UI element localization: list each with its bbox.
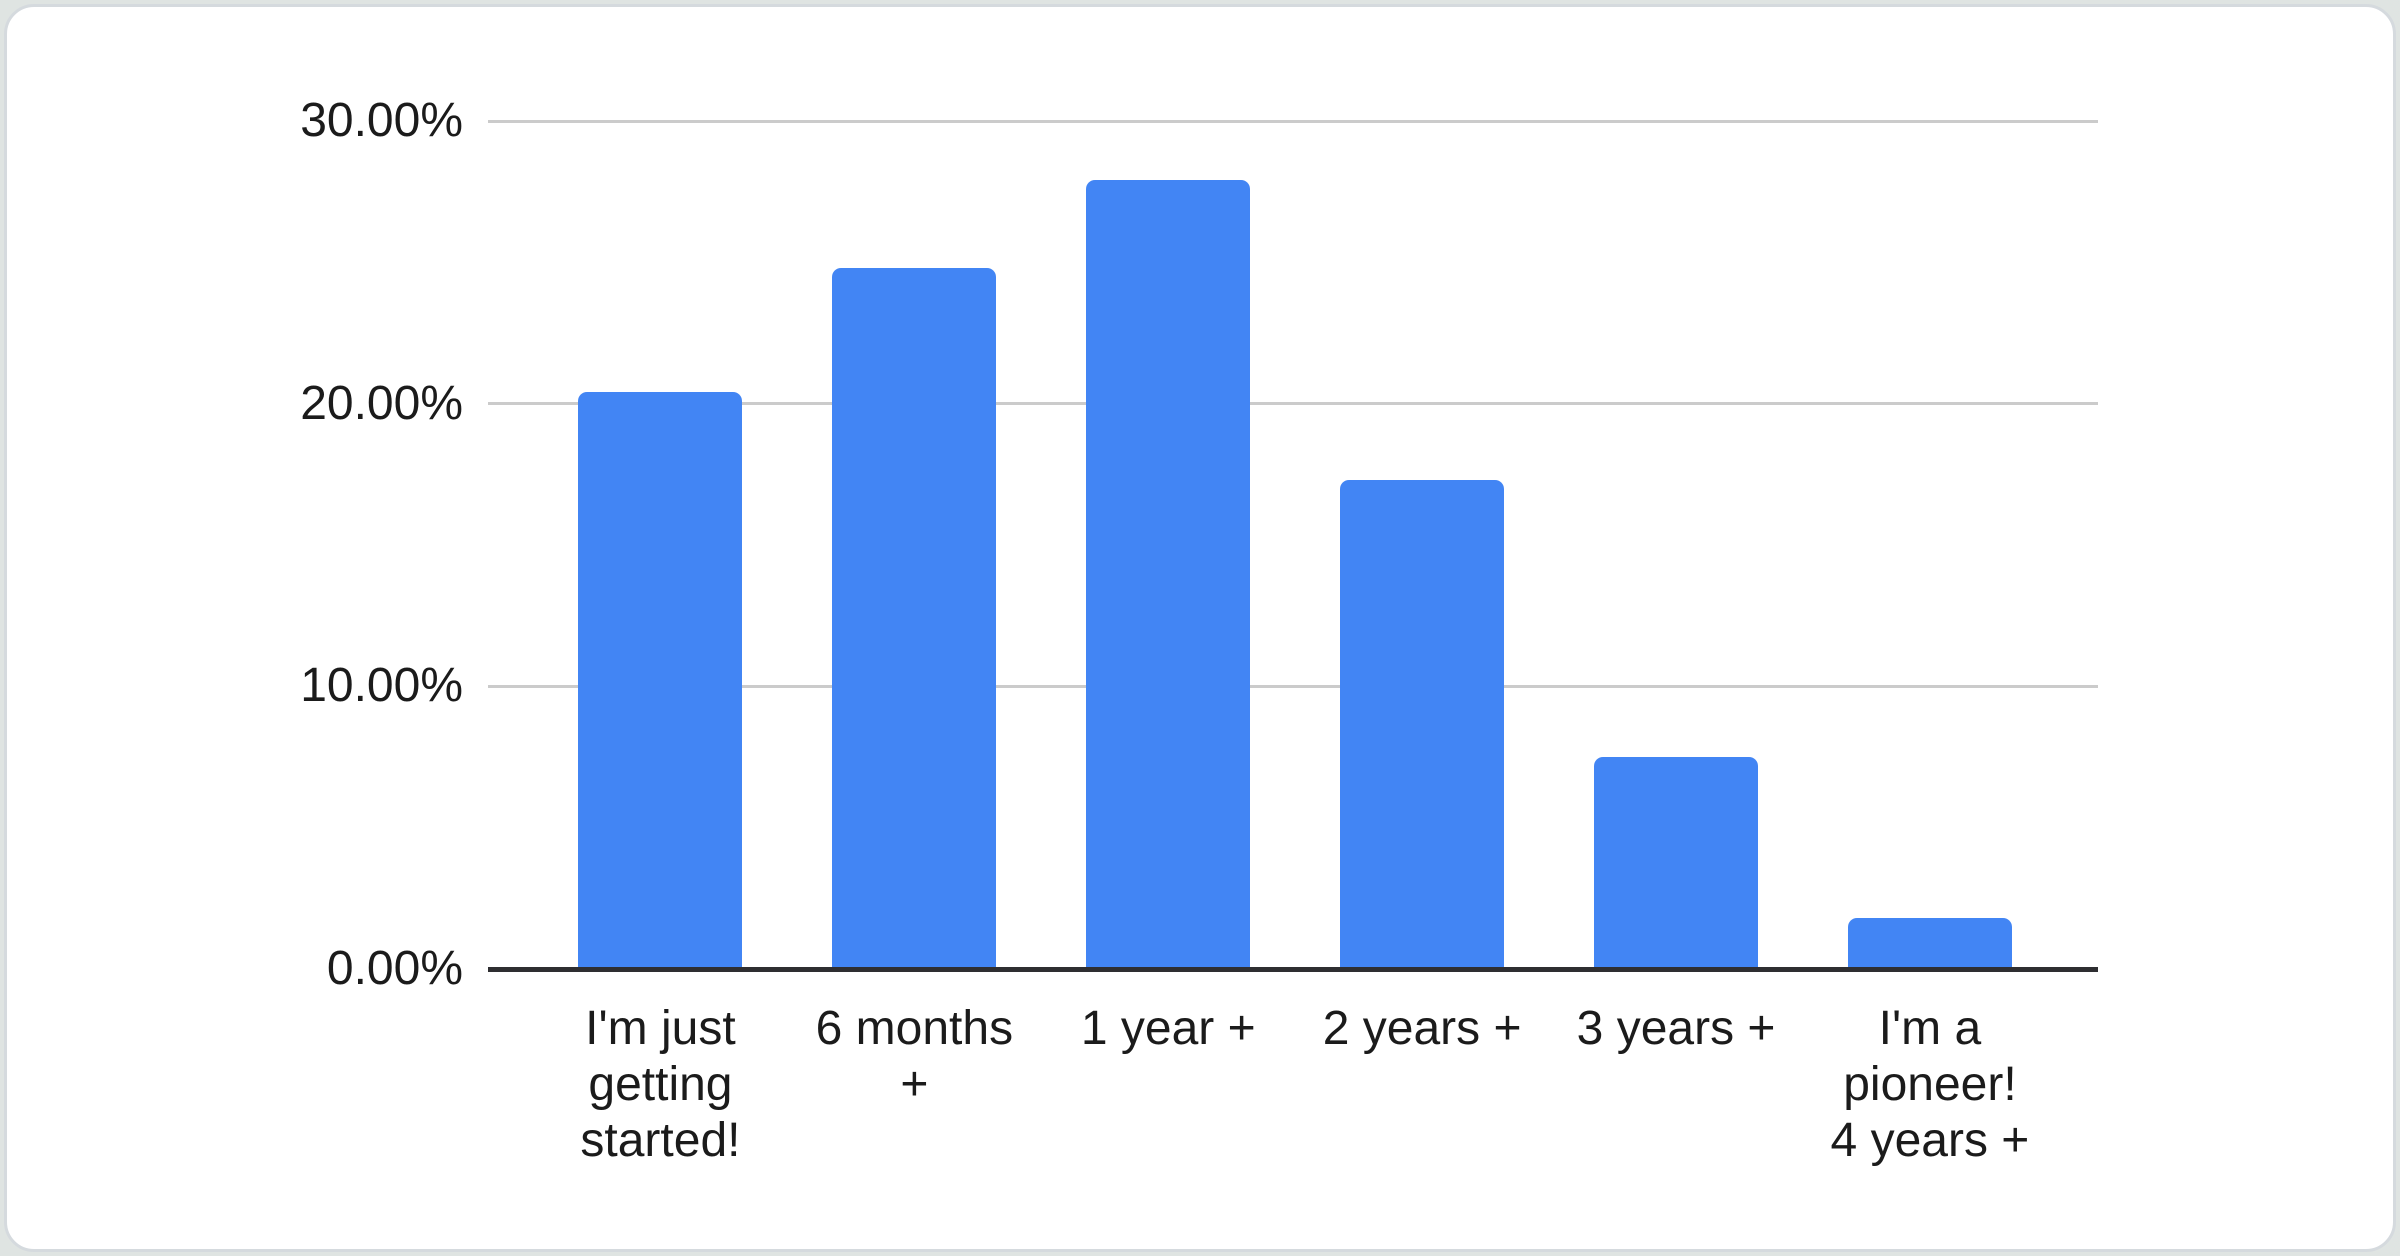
bar-2[interactable] [832,267,997,969]
gridline-10.00% [488,684,2098,688]
bar-6[interactable] [1847,918,2012,969]
x-axis-baseline [488,967,2098,972]
y-axis-tick-label: 0.00% [326,942,463,995]
x-axis-category-label: 6 months + [815,1002,1014,1111]
gridline-20.00% [488,402,2098,406]
bar-5[interactable] [1594,757,1759,969]
y-axis-tick-label: 10.00% [300,659,463,713]
bar-3[interactable] [1086,180,1251,969]
gridline-30.00% [488,119,2098,123]
x-axis-category-label: I'm a pioneer! 4 years + [1830,1002,2030,1167]
x-axis-category-label: 3 years + [1576,1002,1776,1055]
x-axis-category-label: I'm just getting started! [580,1002,741,1167]
bar-1[interactable] [578,392,743,969]
bar-4[interactable] [1340,479,1505,969]
x-axis-category-label: 1 year + [1080,1002,1256,1055]
y-axis-tick-label: 30.00% [300,94,463,147]
x-axis-category-label: 2 years + [1322,1002,1522,1055]
y-axis-tick-label: 20.00% [300,376,463,430]
